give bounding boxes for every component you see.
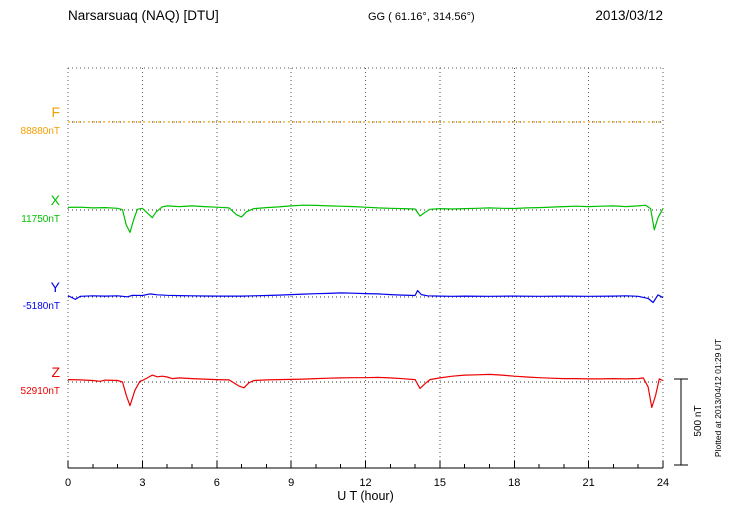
- x-tick-label: 15: [434, 477, 446, 489]
- component-baseline-y: -5180nT: [22, 301, 60, 312]
- x-tick-label: 0: [65, 477, 71, 489]
- x-tick-label: 9: [288, 477, 294, 489]
- x-tick-label: 3: [139, 477, 145, 489]
- component-label-z: Z: [51, 364, 60, 380]
- trace-Y: [67, 289, 664, 304]
- x-tick-label: 18: [508, 477, 520, 489]
- x-tick-label: 24: [657, 477, 669, 489]
- component-baseline-x: 11750nT: [21, 214, 60, 225]
- component-baseline-f: 88880nT: [20, 126, 60, 137]
- component-label-f: F: [51, 104, 60, 120]
- x-axis-label: U T (hour): [337, 489, 394, 503]
- geographic-coords: GG ( 61.16°, 314.56°): [368, 11, 475, 23]
- x-tick-label: 6: [214, 477, 220, 489]
- x-tick-label: 21: [583, 477, 595, 489]
- component-label-y: Y: [50, 279, 60, 295]
- component-label-x: X: [50, 192, 60, 208]
- plot-date: 2013/03/12: [595, 8, 663, 23]
- component-baseline-z: 52910nT: [20, 386, 60, 397]
- scale-bar-label: 500 nT: [693, 405, 704, 436]
- trace-Z: [67, 373, 664, 409]
- station-title: Narsarsuaq (NAQ) [DTU]: [68, 8, 219, 23]
- trace-X: [67, 204, 664, 233]
- x-tick-label: 12: [359, 477, 371, 489]
- plotted-at-note: Plotted at 2013/04/12 01:29 UT: [713, 339, 723, 457]
